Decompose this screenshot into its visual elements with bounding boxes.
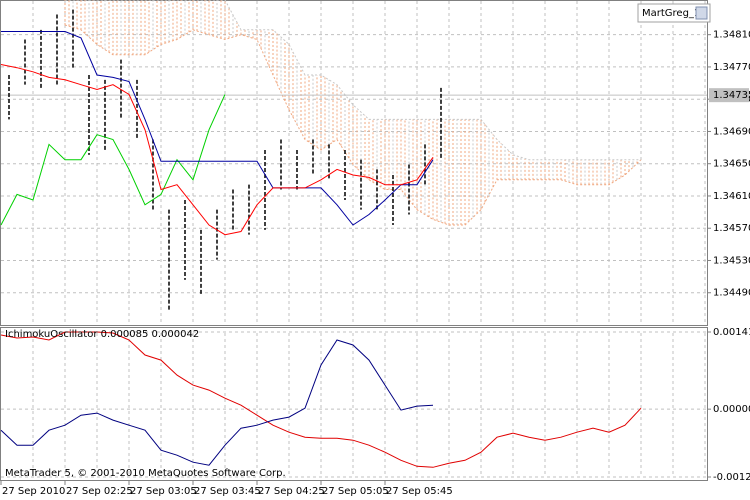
y-tick-label: -0.00124 xyxy=(713,472,750,483)
footer: MetaTrader 5, © 2001-2010 MetaQuotes Sof… xyxy=(5,468,286,479)
y-tick-label: 1.34530 xyxy=(713,255,750,266)
series-line xyxy=(0,339,434,466)
x-tick-label: 27 Sep 05:45 xyxy=(386,486,453,497)
x-tick-label: 27 Sep 02:25 xyxy=(66,486,133,497)
x-tick-label: 27 Sep 05:05 xyxy=(322,486,389,497)
oscillator-panel xyxy=(0,327,708,481)
series-line xyxy=(64,24,642,226)
series-line xyxy=(1,31,434,226)
y-tick-label: 1.34770 xyxy=(713,62,750,73)
window-title: MartGreg_1 xyxy=(642,8,700,19)
x-tick-label: 27 Sep 03:05 xyxy=(130,486,197,497)
y-tick-label: 1.34570 xyxy=(713,223,750,234)
price-label: 1.34735 xyxy=(713,90,750,101)
main-panel xyxy=(0,0,708,326)
series-line xyxy=(0,331,642,468)
price-label-box xyxy=(709,88,749,103)
y-tick-label: 1.34610 xyxy=(713,191,750,202)
x-tick-label: 27 Sep 2010 xyxy=(2,486,65,497)
y-tick-label: 0.00141 xyxy=(713,327,750,338)
y-tick-label: 0.000000 xyxy=(713,404,750,415)
window-tab[interactable] xyxy=(637,3,711,23)
y-tick-label: 1.34810 xyxy=(713,30,750,41)
oscillator-title: IchimokuOscillator 0.000085 0.000042 xyxy=(5,329,199,340)
series-line xyxy=(65,0,641,161)
window-icon[interactable] xyxy=(695,6,708,20)
x-tick-label: 27 Sep 03:45 xyxy=(194,486,261,497)
y-tick-label: 1.34690 xyxy=(713,126,750,137)
x-tick-label: 27 Sep 04:25 xyxy=(258,486,325,497)
series-line xyxy=(0,64,434,236)
y-tick-label: 1.34650 xyxy=(713,159,750,170)
series-line xyxy=(0,94,226,226)
